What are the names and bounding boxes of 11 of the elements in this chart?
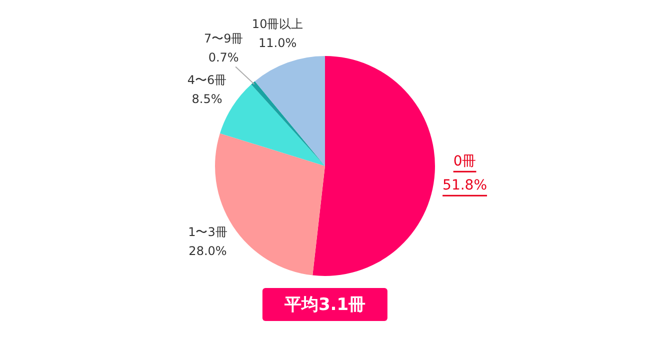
data-label: 51.8% bbox=[442, 178, 488, 194]
slice-label: 10冊以上 bbox=[252, 16, 304, 31]
data-label: 28.0% bbox=[188, 244, 227, 258]
slice-label: 4〜6冊 bbox=[187, 73, 227, 88]
text: 平均3.1冊 bbox=[262, 288, 388, 321]
slice-label: 0冊 bbox=[453, 154, 476, 170]
data-label: 0.7% bbox=[208, 50, 239, 64]
data-label: 11.0% bbox=[258, 36, 297, 50]
slice-label: 1〜3冊 bbox=[188, 225, 228, 240]
slice-label: 7〜9冊 bbox=[204, 31, 244, 46]
data-label: 8.5% bbox=[192, 92, 222, 106]
